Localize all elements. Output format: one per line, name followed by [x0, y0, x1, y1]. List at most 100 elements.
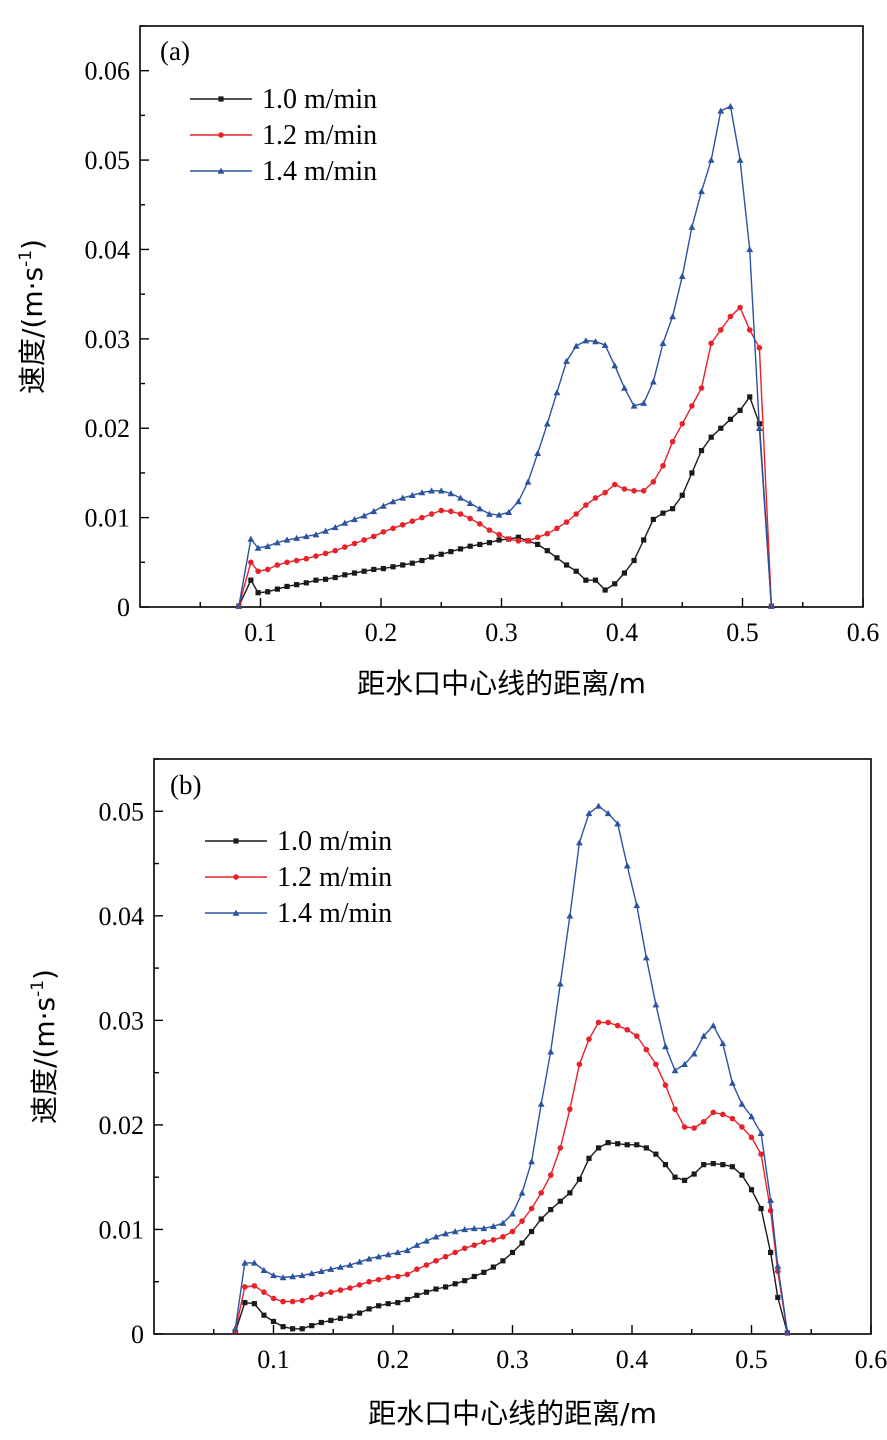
y-tick-label: 0.01 [85, 504, 131, 533]
data-point [467, 515, 473, 522]
data-point [650, 479, 657, 485]
data-point [605, 1019, 611, 1026]
data-point [547, 1048, 555, 1055]
data-point [643, 1046, 650, 1053]
data-point [467, 543, 473, 549]
legend-entry: 1.2 m/min [190, 120, 377, 151]
series-line [234, 1021, 789, 1334]
series-2 [231, 802, 791, 1335]
data-point [303, 555, 310, 562]
data-point [678, 272, 686, 279]
data-point [544, 530, 551, 537]
x-tick-label: 0.1 [244, 618, 277, 647]
data-point [235, 602, 243, 609]
data-point [385, 1301, 391, 1307]
plot-frame [139, 25, 864, 608]
data-point [481, 1269, 487, 1275]
y-tick-label: 0.01 [99, 1215, 145, 1244]
data-point [604, 809, 612, 817]
data-point [248, 559, 254, 566]
data-point [669, 438, 676, 445]
data-point [328, 1317, 334, 1324]
data-point [671, 1067, 679, 1074]
data-point [519, 1240, 525, 1246]
data-point [423, 1262, 430, 1268]
data-point [322, 550, 329, 557]
data-point [719, 1039, 727, 1047]
data-point [470, 1225, 478, 1232]
data-point [681, 1124, 688, 1130]
data-point [432, 1233, 440, 1240]
legend-entry: 1.0 m/min [205, 826, 392, 857]
data-point [270, 1295, 277, 1302]
y-tick-label: 0.02 [85, 414, 131, 443]
data-point [294, 582, 300, 588]
data-point [768, 602, 775, 609]
data-point [688, 223, 696, 230]
data-point [409, 518, 416, 524]
data-point [701, 1162, 707, 1168]
data-point [490, 1237, 497, 1243]
data-point [308, 1269, 316, 1277]
data-point [746, 246, 754, 253]
data-point [451, 1228, 459, 1235]
data-point [615, 1141, 621, 1147]
data-point [605, 1140, 611, 1146]
data-point [775, 1294, 781, 1301]
data-point [341, 519, 349, 526]
data-point [672, 1174, 678, 1180]
data-point [662, 1082, 669, 1088]
data-point [247, 535, 255, 542]
data-point [621, 384, 628, 391]
data-point [318, 1319, 324, 1326]
data-point [612, 581, 618, 587]
y-axis-title: 速度/(m·s-1) [28, 969, 61, 1124]
data-point [669, 313, 677, 320]
data-point [514, 498, 522, 505]
data-point [418, 489, 426, 496]
data-point [447, 490, 455, 497]
data-point [337, 1287, 344, 1293]
x-tick-label: 0.6 [855, 1345, 887, 1374]
data-point [409, 560, 415, 566]
data-point [505, 508, 513, 515]
data-point [679, 420, 686, 427]
data-point [548, 1206, 554, 1213]
x-tick-label: 0.2 [377, 1345, 410, 1374]
series-1 [236, 304, 775, 609]
data-point [633, 901, 641, 909]
data-point [509, 1210, 516, 1217]
data-point [700, 1032, 708, 1039]
data-point [783, 1328, 791, 1335]
data-point [611, 362, 619, 369]
data-point [717, 107, 725, 114]
y-tick-label: 0.06 [85, 57, 131, 86]
data-point [634, 1142, 640, 1148]
data-point [438, 507, 445, 514]
legend-entry: 1.4 m/min [190, 156, 377, 187]
data-point [255, 590, 261, 596]
y-tick-label: 0.04 [85, 235, 131, 264]
legend-label: 1.2 m/min [262, 120, 377, 151]
data-point [729, 1164, 735, 1170]
y-tick-label: 0.03 [99, 1006, 145, 1035]
legend-marker [233, 874, 239, 880]
data-point [347, 1313, 353, 1319]
data-point [659, 339, 667, 347]
data-point [408, 491, 416, 498]
data-point [525, 538, 531, 544]
data-point [284, 559, 290, 566]
data-point [486, 540, 493, 546]
data-point [457, 546, 464, 552]
legend-label: 1.2 m/min [277, 862, 392, 893]
data-point [273, 539, 281, 546]
data-point [583, 577, 589, 583]
data-point [361, 568, 367, 574]
data-point [689, 470, 695, 476]
data-point [748, 1134, 755, 1141]
chart-panel-b: 0.1 0.2 0.3 0.4 0.5 0.6 0 0.01 0.02 0.03 0.04 0.05 距… [28, 758, 887, 1430]
data-point [442, 1230, 449, 1237]
data-point [739, 1172, 745, 1178]
data-point [322, 527, 329, 534]
data-point [452, 1249, 458, 1256]
